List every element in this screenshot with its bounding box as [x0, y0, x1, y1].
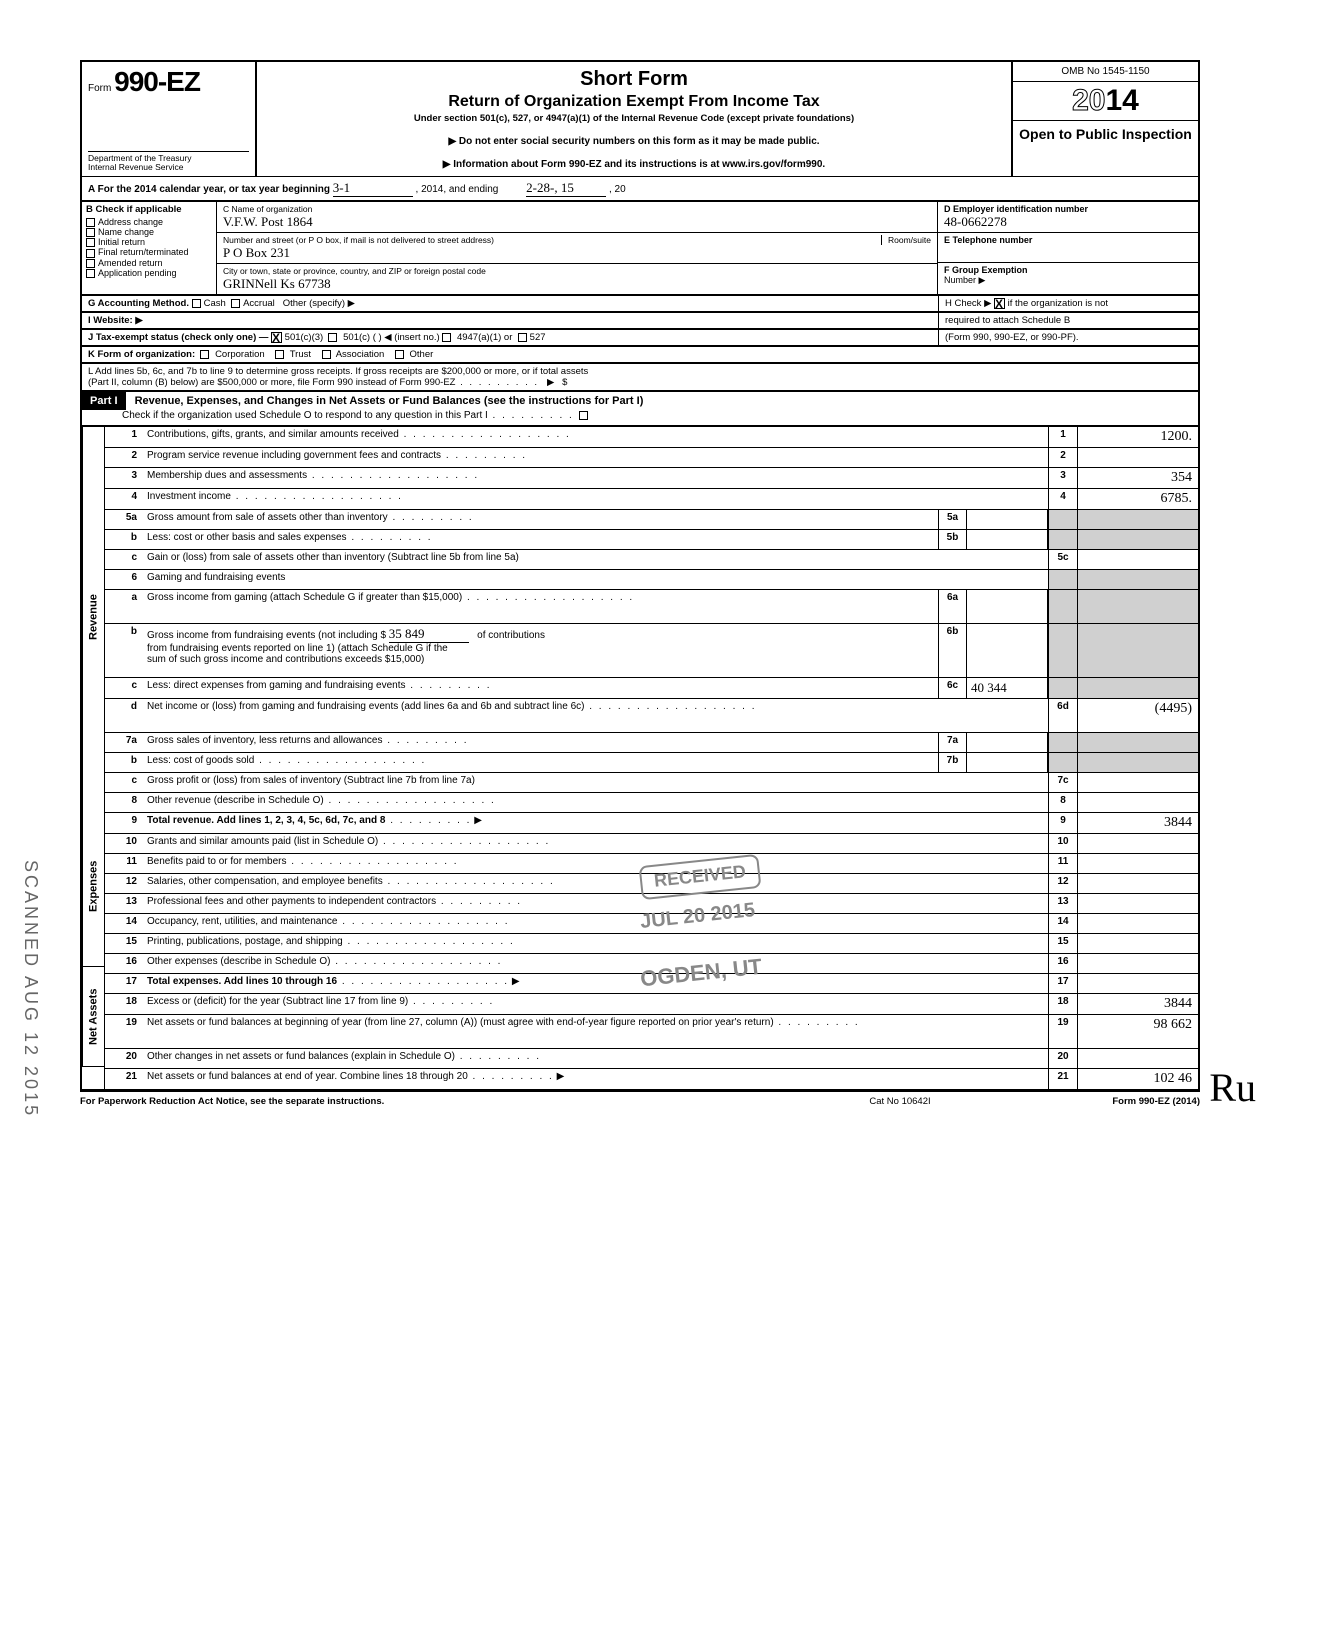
val-12[interactable] — [1078, 874, 1198, 893]
val-17[interactable] — [1078, 974, 1198, 993]
val-15[interactable] — [1078, 934, 1198, 953]
chk-assoc[interactable] — [322, 350, 331, 359]
form-number: 990-EZ — [114, 66, 200, 97]
val-5a[interactable] — [967, 510, 1047, 529]
val-14[interactable] — [1078, 914, 1198, 933]
row-l: L Add lines 5b, 6c, and 7b to line 9 to … — [80, 364, 1200, 392]
val-21[interactable]: 102 46 — [1078, 1069, 1198, 1089]
val-6d[interactable]: (4495) — [1078, 699, 1198, 732]
val-13[interactable] — [1078, 894, 1198, 913]
val-19[interactable]: 98 662 — [1078, 1015, 1198, 1048]
val-7a[interactable] — [967, 733, 1047, 752]
org-name[interactable]: V.F.W. Post 1864 — [223, 214, 313, 229]
open-to-public: Open to Public Inspection — [1013, 121, 1198, 148]
side-netassets: Net Assets — [82, 967, 104, 1067]
chk-sched-o[interactable] — [579, 411, 588, 420]
row-gh: G Accounting Method. Cash Accrual Other … — [80, 296, 1200, 313]
val-6c[interactable]: 40 344 — [967, 678, 1047, 698]
col-b: B Check if applicable Address change Nam… — [82, 202, 217, 294]
chk-h[interactable] — [994, 298, 1005, 309]
street[interactable]: P O Box 231 — [223, 245, 290, 260]
title-return: Return of Organization Exempt From Incom… — [265, 93, 1003, 111]
subtitle: Under section 501(c), 527, or 4947(a)(1)… — [265, 113, 1003, 124]
val-8[interactable] — [1078, 793, 1198, 812]
chk-amended[interactable] — [86, 259, 95, 268]
chk-other[interactable] — [395, 350, 404, 359]
header-left: Form 990-EZ Department of the Treasury I… — [82, 62, 257, 176]
val-2[interactable] — [1078, 448, 1198, 467]
form-header: Form 990-EZ Department of the Treasury I… — [80, 60, 1200, 177]
tax-year: 2014 — [1013, 82, 1198, 121]
signature: Ru — [1209, 1064, 1256, 1111]
row-k: K Form of organization: Corporation Trus… — [80, 347, 1200, 364]
form-prefix: Form — [88, 83, 111, 94]
chk-cash[interactable] — [192, 299, 201, 308]
block-bcdef: B Check if applicable Address change Nam… — [80, 202, 1200, 296]
omb-number: OMB No 1545-1150 — [1013, 62, 1198, 82]
chk-corp[interactable] — [200, 350, 209, 359]
val-7b[interactable] — [967, 753, 1047, 772]
val-3[interactable]: 354 — [1078, 468, 1198, 488]
val-5b[interactable] — [967, 530, 1047, 549]
title-short-form: Short Form — [265, 68, 1003, 91]
chk-name-change[interactable] — [86, 228, 95, 237]
period-begin[interactable]: 3-1 — [333, 180, 413, 197]
header-right: OMB No 1545-1150 2014 Open to Public Ins… — [1013, 62, 1198, 176]
chk-501c3[interactable] — [271, 332, 282, 343]
val-6b[interactable] — [967, 624, 1047, 677]
row-j: J Tax-exempt status (check only one) — 5… — [80, 330, 1200, 347]
val-4[interactable]: 6785. — [1078, 489, 1198, 509]
header-mid: Short Form Return of Organization Exempt… — [257, 62, 1013, 176]
part1-header: Part I Revenue, Expenses, and Changes in… — [80, 392, 1200, 427]
val-5c[interactable] — [1078, 550, 1198, 569]
dept-line2: Internal Revenue Service — [88, 163, 249, 172]
val-11[interactable] — [1078, 854, 1198, 873]
val-16[interactable] — [1078, 954, 1198, 973]
line-a: A For the 2014 calendar year, or tax yea… — [80, 177, 1200, 202]
val-7c[interactable] — [1078, 773, 1198, 792]
form-990ez: Form 990-EZ Department of the Treasury I… — [80, 60, 1200, 1111]
page-footer: For Paperwork Reduction Act Notice, see … — [80, 1091, 1200, 1111]
val-1[interactable]: 1200. — [1078, 427, 1198, 447]
chk-final-return[interactable] — [86, 249, 95, 258]
chk-address-change[interactable] — [86, 218, 95, 227]
chk-initial-return[interactable] — [86, 238, 95, 247]
instr-line1: ▶ Do not enter social security numbers o… — [265, 136, 1003, 147]
ein[interactable]: 48-0662278 — [944, 214, 1007, 229]
chk-501c[interactable] — [328, 333, 337, 342]
chk-4947[interactable] — [442, 333, 451, 342]
instr-line2: ▶ Information about Form 990-EZ and its … — [265, 159, 1003, 170]
chk-pending[interactable] — [86, 269, 95, 278]
val-6a[interactable] — [967, 590, 1047, 623]
val-18[interactable]: 3844 — [1078, 994, 1198, 1014]
val-20[interactable] — [1078, 1049, 1198, 1068]
period-end[interactable]: 2-28-, 15 — [526, 180, 606, 197]
col-c: C Name of organization V.F.W. Post 1864 … — [217, 202, 938, 294]
part1-grid: Revenue Expenses Net Assets 1Contributio… — [80, 427, 1200, 1091]
city[interactable]: GRINNell Ks 67738 — [223, 276, 331, 291]
val-6b-contrib[interactable]: 35 849 — [389, 626, 469, 643]
chk-527[interactable] — [518, 333, 527, 342]
val-10[interactable] — [1078, 834, 1198, 853]
side-revenue: Revenue — [82, 427, 104, 807]
chk-trust[interactable] — [275, 350, 284, 359]
row-i: I Website: ▶ required to attach Schedule… — [80, 313, 1200, 330]
val-9[interactable]: 3844 — [1078, 813, 1198, 833]
stamp-scanned: SCANNED AUG 12 2015 — [20, 860, 41, 1118]
side-expenses: Expenses — [82, 807, 104, 967]
col-d: D Employer identification number 48-0662… — [938, 202, 1198, 294]
chk-accrual[interactable] — [231, 299, 240, 308]
